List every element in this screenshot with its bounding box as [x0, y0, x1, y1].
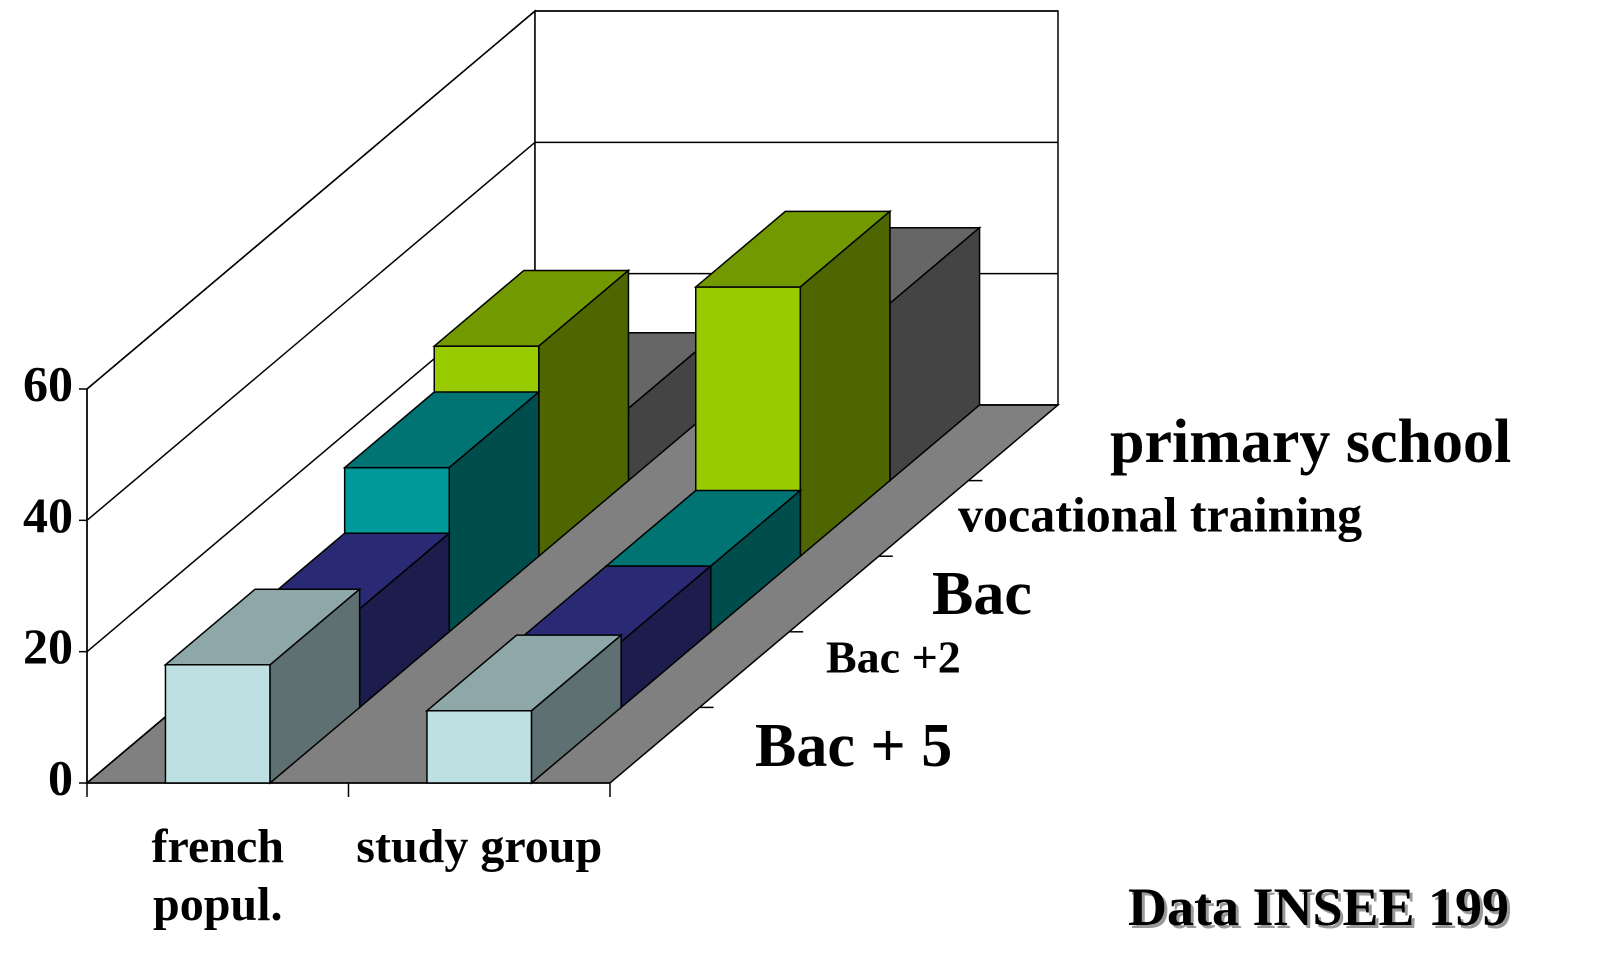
- legend-label: Bac +2: [826, 632, 961, 683]
- bar-side: [799, 209, 891, 558]
- y-tick-label: 20: [23, 618, 73, 674]
- source-note: Data INSEE 199: [1128, 877, 1510, 937]
- grid-line: [86, 141, 1058, 521]
- bar-side: [269, 587, 361, 785]
- grid-line: [86, 10, 1058, 390]
- bar-side: [448, 390, 540, 634]
- x-tick-label: french popul.: [151, 820, 284, 931]
- legend-label: primary school: [1110, 408, 1511, 476]
- legend-label: vocational training: [958, 486, 1362, 542]
- bar-side: [530, 633, 622, 785]
- bar-front: [426, 710, 533, 784]
- y-tick-label: 0: [48, 749, 73, 805]
- legend-label: Bac: [932, 560, 1032, 628]
- x-tick-label: study group: [356, 820, 603, 873]
- y-tick-label: 40: [23, 487, 73, 543]
- y-tick-label: 60: [23, 355, 73, 411]
- legend-label: Bac + 5: [755, 712, 952, 780]
- bar-front: [164, 664, 271, 784]
